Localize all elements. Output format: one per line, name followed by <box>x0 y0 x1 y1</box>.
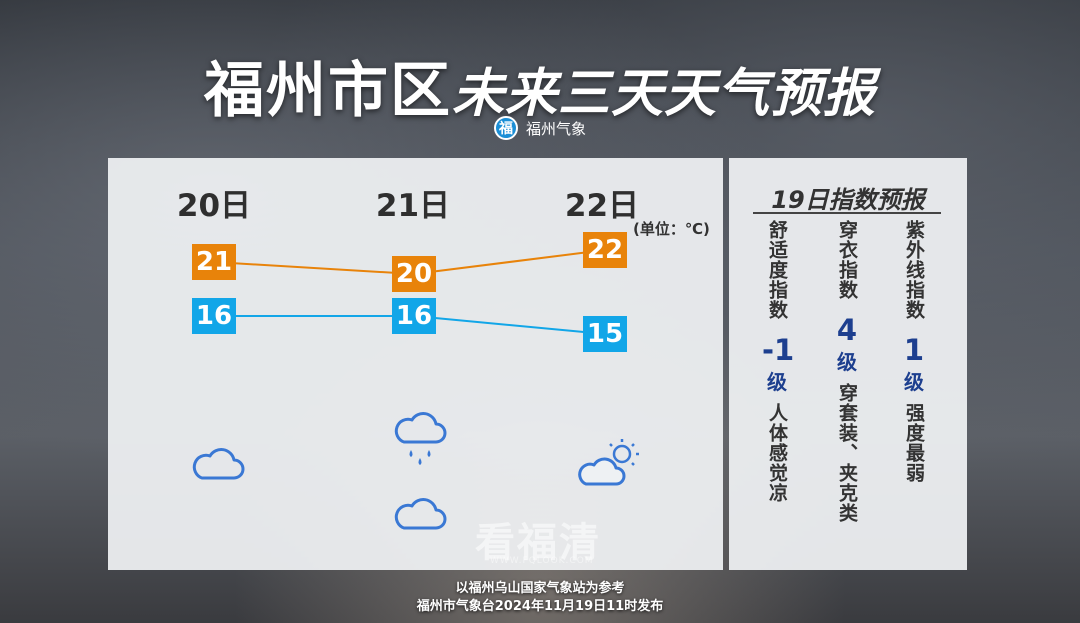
page-title: 福州市区未来三天天气预报 <box>0 42 1080 129</box>
title-city: 福州市区 <box>203 56 452 126</box>
forecast-panel: 20日 21日 22日 (单位：℃) 21 20 22 16 16 15 <box>108 158 723 570</box>
brand: 福 福州气象 <box>0 116 1080 140</box>
uv-index: 紫外线指数 1 级 强度最弱 <box>899 220 929 490</box>
index-panel: 19日指数预报 舒适度指数 -1 级 人体感觉凉 穿衣指数 4 级 穿套装、夹克… <box>729 158 967 570</box>
rain-cloud-icon <box>394 412 447 465</box>
comfort-index-name: 舒适度指数 <box>766 220 788 320</box>
clothing-index-value: 4 <box>836 313 858 347</box>
comfort-index: 舒适度指数 -1 级 人体感觉凉 <box>762 220 795 510</box>
uv-index-desc: 强度最弱 <box>903 403 925 483</box>
index-title-underline <box>753 212 941 214</box>
clothing-index-level: 级 <box>837 350 857 374</box>
comfort-index-value: -1 <box>762 333 795 367</box>
low-temp-line-2 <box>413 315 606 335</box>
watermark-url: WWW.FQLOOK.COM <box>490 556 594 566</box>
comfort-index-desc: 人体感觉凉 <box>766 403 788 503</box>
clothing-index: 穿衣指数 4 级 穿套装、夹克类 <box>832 220 862 530</box>
uv-index-value: 1 <box>903 333 925 367</box>
partly-cloudy-icon <box>578 439 639 486</box>
uv-index-level: 级 <box>904 370 924 394</box>
watermark-logo: 看福清 <box>475 520 601 566</box>
low-temp-day-3: 15 <box>583 316 627 352</box>
day-label-2: 21日 <box>375 188 451 224</box>
high-temp-day-2: 20 <box>392 256 436 292</box>
clothing-index-name: 穿衣指数 <box>836 220 858 300</box>
unit-label: (单位：℃) <box>633 220 710 238</box>
high-temp-day-1: 21 <box>192 244 236 280</box>
day-label-1: 20日 <box>176 188 252 224</box>
temperature-lines <box>213 249 606 335</box>
cloud-icon <box>192 448 245 480</box>
low-temp-day-2: 16 <box>392 298 436 334</box>
comfort-index-level: 级 <box>767 370 787 394</box>
brand-name: 福州气象 <box>525 119 586 138</box>
low-temp-day-1: 16 <box>192 298 236 334</box>
brand-logo-icon: 福 <box>493 116 518 140</box>
title-forecast: 未来三天天气预报 <box>451 64 876 124</box>
uv-index-name: 紫外线指数 <box>903 220 925 320</box>
high-temp-line-2 <box>413 249 606 275</box>
day-label-3: 22日 <box>564 188 640 224</box>
index-title: 19日指数预报 <box>771 186 925 214</box>
footer-reference: 以福州乌山国家气象站为参考 <box>455 581 625 596</box>
cloud-icon-2 <box>394 498 447 530</box>
footer-issued: 福州市气象台2024年11月19日11时发布 <box>416 599 664 614</box>
clothing-index-desc: 穿套装、夹克类 <box>836 383 858 523</box>
high-temp-day-3: 22 <box>583 232 627 268</box>
high-temp-line-1 <box>213 261 415 275</box>
